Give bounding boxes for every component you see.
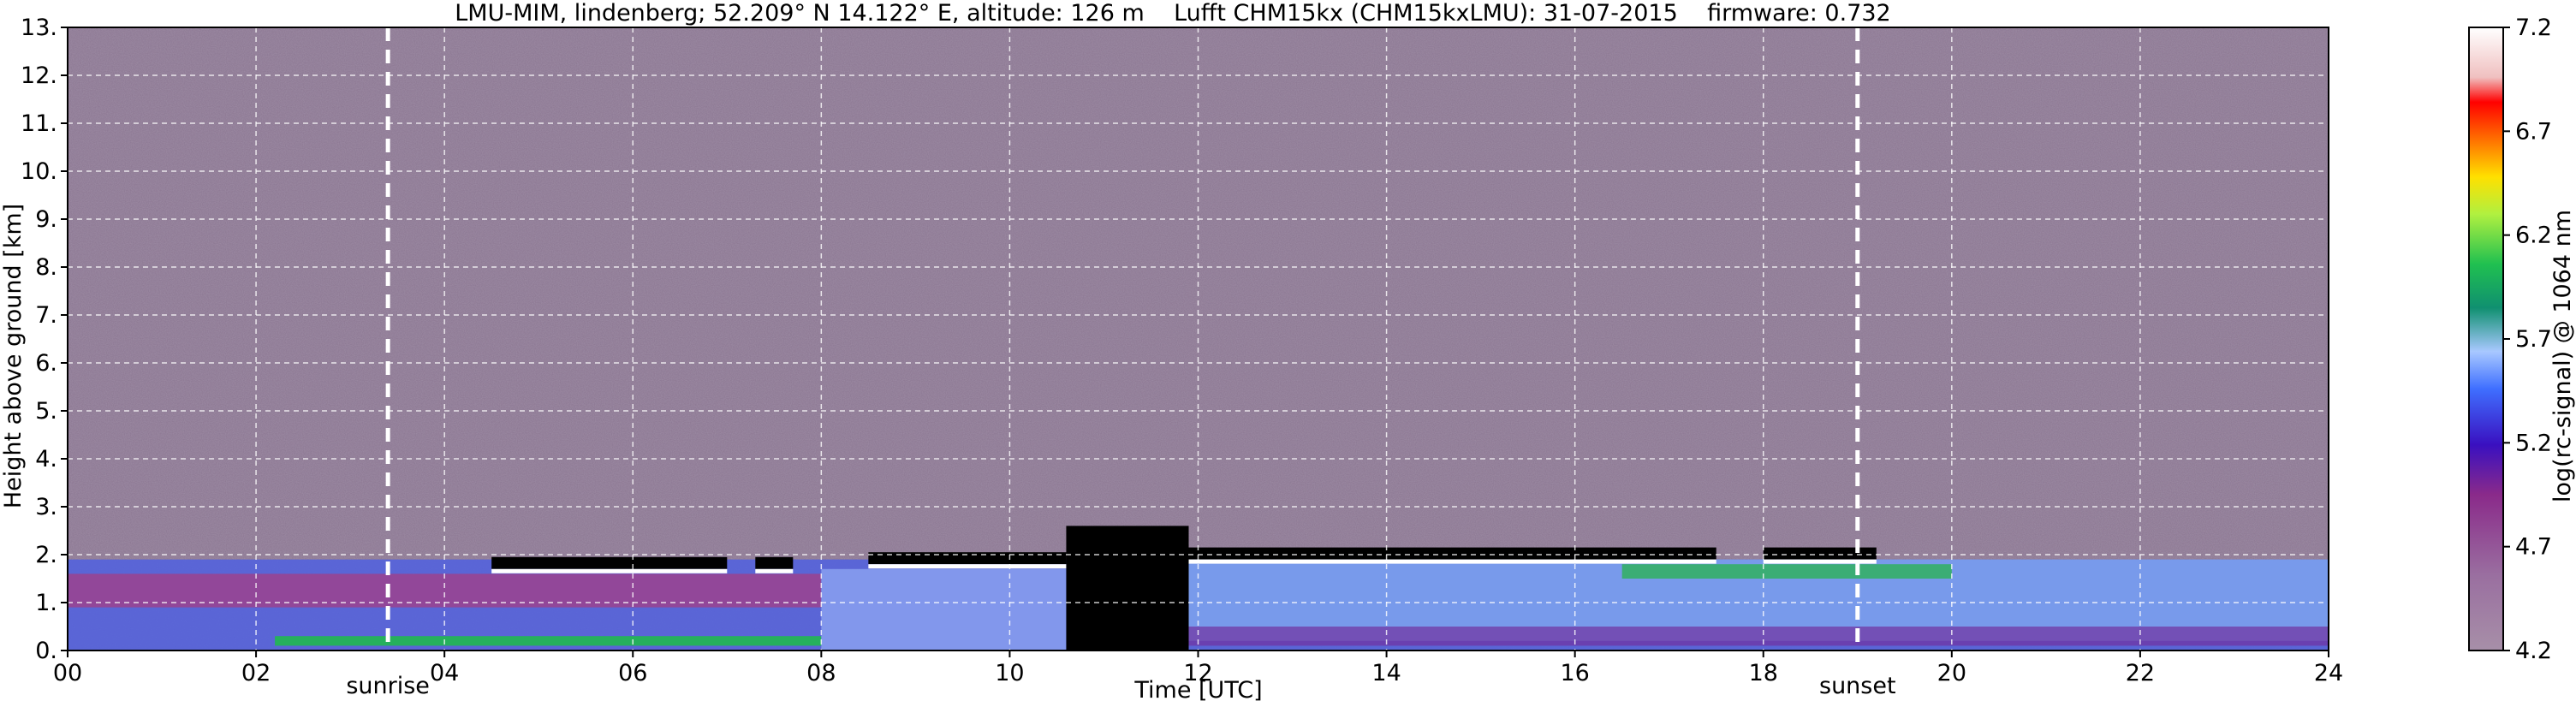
x-tick-label: 04 — [430, 660, 459, 686]
y-tick-label: 9. — [35, 206, 57, 233]
data-gap — [1066, 526, 1189, 651]
y-tick-label: 3. — [35, 494, 57, 520]
cloud-base — [1763, 547, 1877, 560]
cloud-base-edge — [868, 564, 1067, 569]
x-axis-label: Time [UTC] — [1133, 677, 1262, 704]
x-tick-label: 06 — [618, 660, 647, 686]
colorbar: 4.2 4.7 5.2 5.7 6.2 6.7 7.2 — [2468, 15, 2552, 664]
y-tick-label: 0. — [35, 638, 57, 664]
y-tick-label: 12. — [21, 62, 57, 89]
colorbar-tick-label: 6.7 — [2515, 118, 2552, 145]
y-tick-label: 13. — [21, 15, 57, 41]
y-tick-label: 8. — [35, 254, 57, 281]
cloud-base-edge — [1763, 559, 1877, 564]
x-tick-label: 18 — [1749, 660, 1778, 686]
y-axis-label: Height above ground [km] — [0, 204, 27, 508]
cloud-base — [491, 556, 728, 569]
x-tick-label: 02 — [241, 660, 271, 686]
colorbar-tick-label: 6.2 — [2515, 223, 2552, 249]
y-tick-label: 7. — [35, 302, 57, 329]
axes: 00 02 04 06 08 10 12 14 16 18 20 22 24 0. 1. 2. 3. 4. 5. 6.… — [21, 15, 2343, 686]
cloud-base-edge — [491, 568, 728, 573]
x-tick-label: 12 — [1183, 660, 1212, 686]
y-tick-label: 1. — [35, 590, 57, 616]
x-tick-label: 16 — [1560, 660, 1589, 686]
mixed-layer-band — [821, 568, 1067, 651]
cloud-base — [755, 556, 794, 569]
x-tick-label: 24 — [2314, 660, 2343, 686]
colorbar-label: log(rc-signal) @ 1064 nm — [2549, 210, 2576, 502]
cloud-base — [1188, 547, 1716, 560]
x-tick-label: 20 — [1937, 660, 1966, 686]
sun-markers: sunrise sunset — [346, 27, 1896, 699]
colorbar-scale — [2468, 27, 2504, 651]
cloud-base-edge — [1188, 559, 1716, 564]
marker-label-sunrise: sunrise — [346, 673, 430, 699]
y-tick-label: 2. — [35, 542, 57, 568]
y-tick-label: 4. — [35, 446, 57, 472]
x-tick-label: 22 — [2126, 660, 2155, 686]
surface-green-band — [275, 636, 822, 646]
x-tick-label: 10 — [995, 660, 1024, 686]
evening-green-band — [1621, 564, 1952, 579]
x-tick-label: 08 — [806, 660, 836, 686]
marker-label-sunset: sunset — [1819, 673, 1896, 699]
colorbar-tick-label: 7.2 — [2515, 15, 2552, 41]
colorbar-tick-label: 5.7 — [2515, 326, 2552, 353]
x-tick-label: 14 — [1371, 660, 1401, 686]
y-tick-label: 11. — [21, 110, 57, 137]
colorbar-tick-label: 4.2 — [2515, 638, 2552, 664]
y-tick-label: 10. — [21, 158, 57, 185]
chart-title: LMU-MIM, lindenberg; 52.209° N 14.122° E… — [455, 0, 1890, 27]
y-tick-label: 5. — [35, 398, 57, 425]
colorbar-tick-label: 5.2 — [2515, 430, 2552, 456]
cloud-base-edge — [755, 568, 794, 573]
surface-purple-band — [1188, 627, 2329, 646]
y-tick-label: 6. — [35, 350, 57, 377]
colorbar-tick-label: 4.7 — [2515, 534, 2552, 561]
x-tick-label: 00 — [53, 660, 82, 686]
